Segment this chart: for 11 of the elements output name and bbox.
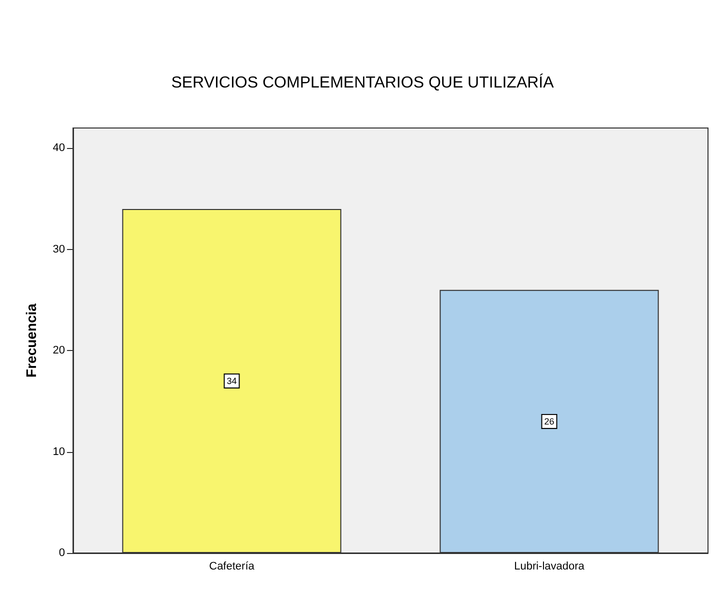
data-label: 34	[226, 376, 237, 386]
x-tick-label: Cafetería	[209, 560, 256, 572]
x-tick-label: Lubri-lavadora	[514, 560, 586, 572]
chart-title: SERVICIOS COMPLEMENTARIOS QUE UTILIZARÍA	[171, 74, 554, 92]
y-tick-label: 40	[52, 142, 65, 154]
y-axis-title: Frecuencia	[23, 303, 39, 378]
data-label: 26	[544, 416, 554, 426]
y-tick-label: 30	[52, 243, 65, 256]
y-tick-label: 10	[52, 446, 65, 458]
y-tick-label: 0	[58, 547, 65, 559]
y-tick-label: 20	[52, 344, 65, 357]
